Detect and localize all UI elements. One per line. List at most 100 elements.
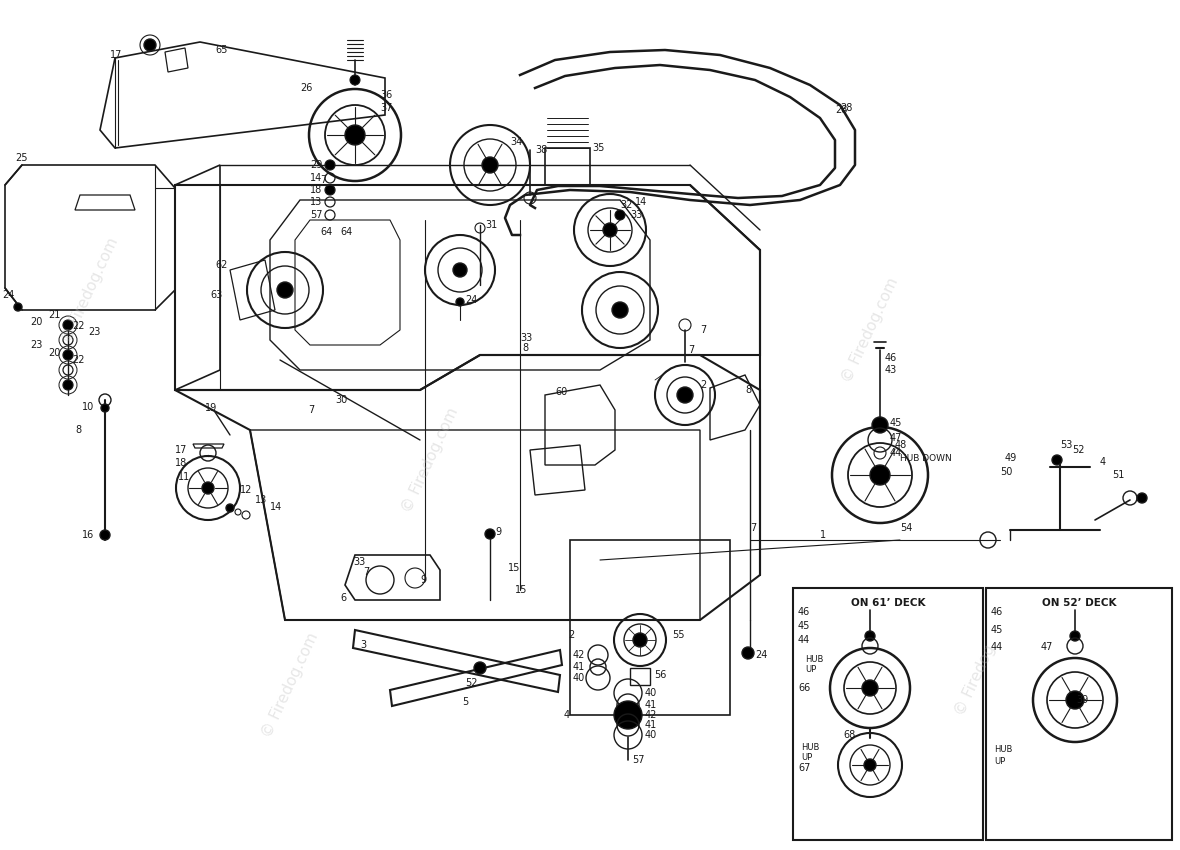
Text: 29: 29 [310,160,322,170]
Text: 2: 2 [568,630,575,640]
Circle shape [453,263,467,277]
Text: 13: 13 [310,197,322,207]
Text: 28: 28 [835,105,847,115]
Text: 7: 7 [700,325,707,335]
Text: 23: 23 [30,340,42,350]
Circle shape [345,125,365,145]
Text: 40: 40 [645,688,657,698]
Text: 9: 9 [494,527,501,537]
Text: 14: 14 [270,502,282,512]
Text: 53: 53 [1060,440,1073,450]
Text: © Firedog.com: © Firedog.com [399,405,461,515]
Text: 52: 52 [465,678,478,688]
Text: 33: 33 [630,210,642,220]
Text: © Firedog.com: © Firedog.com [839,275,900,385]
Text: © Firedog.com: © Firedog.com [260,630,321,740]
Circle shape [1070,631,1080,641]
Text: 42: 42 [572,650,585,660]
Text: 43: 43 [885,365,897,375]
Text: 52: 52 [1071,445,1084,455]
Circle shape [101,404,109,412]
Text: ON 61’ DECK: ON 61’ DECK [851,598,925,608]
Text: 51: 51 [1112,470,1125,480]
Circle shape [632,633,647,647]
Circle shape [603,223,617,237]
Circle shape [202,482,214,494]
Text: 24: 24 [2,290,14,300]
Text: 9: 9 [420,575,426,585]
Text: 33: 33 [353,557,366,567]
Text: 7: 7 [688,345,694,355]
Text: 1: 1 [820,530,826,540]
Text: 6: 6 [340,593,346,603]
Circle shape [100,530,110,540]
Circle shape [677,387,693,403]
Text: 7: 7 [750,523,756,533]
Circle shape [63,350,73,360]
Text: 67: 67 [798,763,811,773]
Circle shape [614,701,642,729]
Text: 28: 28 [840,103,852,113]
Text: 15: 15 [514,585,527,595]
Circle shape [742,647,754,659]
Text: 57: 57 [310,210,322,220]
Bar [570,540,730,715]
Text: 50: 50 [999,467,1012,477]
Text: 47: 47 [1041,642,1054,652]
Circle shape [63,320,73,330]
Circle shape [227,504,234,512]
Text: 41: 41 [645,700,657,710]
Text: 32: 32 [620,200,632,210]
Text: 36: 36 [380,90,392,100]
Text: 56: 56 [654,670,667,680]
Bar [986,588,1172,840]
Text: 47: 47 [890,433,903,443]
Circle shape [324,185,335,195]
Text: 5: 5 [463,697,468,707]
Text: 46: 46 [798,607,811,617]
Text: 20: 20 [48,348,60,358]
Text: 54: 54 [900,523,912,533]
Text: 17: 17 [110,50,123,60]
Text: 4: 4 [1100,457,1106,467]
Circle shape [474,662,486,674]
Text: 46: 46 [991,607,1003,617]
Text: 22: 22 [72,355,85,365]
Text: 63: 63 [210,290,222,300]
Text: 18: 18 [310,185,322,195]
Text: 44: 44 [798,635,811,645]
Circle shape [1053,455,1062,465]
Text: 13: 13 [255,495,267,505]
Text: 18: 18 [175,458,188,468]
Circle shape [865,631,876,641]
Text: 48: 48 [894,440,907,450]
Text: 25: 25 [15,153,27,163]
Text: 68: 68 [843,730,856,740]
Text: 64: 64 [320,227,333,237]
Circle shape [324,160,335,170]
Text: 46: 46 [885,353,897,363]
Text: 17: 17 [175,445,188,455]
Text: 42: 42 [645,710,657,720]
Text: 23: 23 [88,327,100,337]
Circle shape [481,157,498,173]
Text: 7: 7 [320,175,326,185]
Text: 30: 30 [335,395,347,405]
Bar [793,588,983,840]
Circle shape [872,417,889,433]
Text: 34: 34 [510,137,523,147]
Text: 44: 44 [890,448,903,458]
Circle shape [277,282,293,298]
Text: 40: 40 [645,730,657,740]
Text: 7: 7 [308,405,314,415]
Text: ON 52’ DECK: ON 52’ DECK [1042,598,1116,608]
Text: 24: 24 [465,295,478,305]
Text: 21: 21 [48,310,60,320]
Text: 55: 55 [671,630,684,640]
Text: 40: 40 [572,673,585,683]
Circle shape [863,680,878,696]
Circle shape [63,380,73,390]
Text: 26: 26 [300,83,313,93]
Text: 14: 14 [635,197,648,207]
Text: HUB: HUB [805,655,824,665]
